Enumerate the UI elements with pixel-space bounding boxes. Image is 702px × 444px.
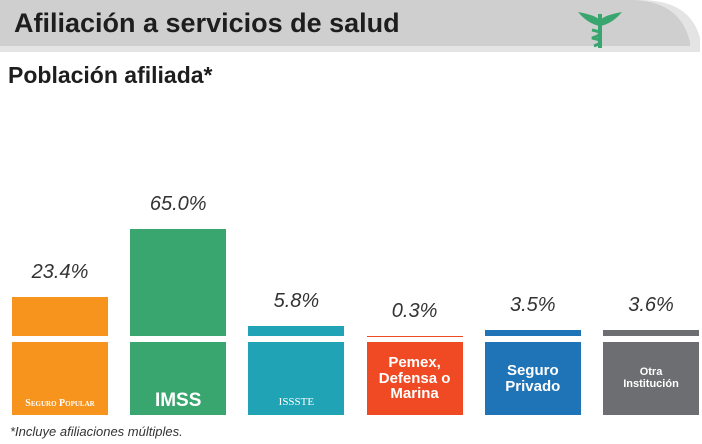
category-logo: IMSS	[130, 342, 227, 415]
title: Afiliación a servicios de salud	[14, 8, 400, 38]
category-logo: Otra Institución	[603, 342, 699, 415]
caduceus-icon	[578, 12, 622, 48]
value-label: 65.0%	[149, 193, 207, 215]
value-label: 3.5%	[510, 294, 556, 317]
category-logo: Pemex, Defensa o Marina	[366, 342, 463, 415]
value-label: 5.8%	[273, 290, 320, 313]
bar	[130, 229, 227, 336]
footnote: *Incluye afiliaciones múltiples.	[10, 424, 183, 439]
value-label: 23.4%	[31, 261, 89, 284]
value-label: 3.6%	[628, 294, 674, 317]
bar	[248, 326, 345, 336]
bar	[603, 330, 699, 336]
header-band-inner	[0, 0, 690, 46]
value-label: 0.3%	[391, 299, 438, 322]
bar	[484, 330, 581, 336]
category-logo: Seguro Popular	[12, 342, 108, 415]
bar	[12, 297, 108, 336]
category-logo: Seguro Privado	[484, 342, 581, 415]
category-logo: ISSSTE	[248, 342, 345, 415]
subtitle: Población afiliada*	[8, 62, 213, 88]
